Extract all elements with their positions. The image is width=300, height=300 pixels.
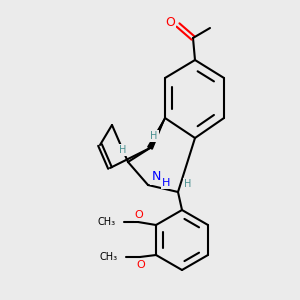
Text: CH₃: CH₃ xyxy=(98,217,116,227)
Text: O: O xyxy=(135,210,143,220)
Text: H: H xyxy=(184,179,192,189)
Text: H: H xyxy=(119,145,127,155)
Text: CH₃: CH₃ xyxy=(100,252,118,262)
Text: H: H xyxy=(150,131,158,141)
Text: O: O xyxy=(136,260,146,270)
Text: H: H xyxy=(162,178,170,188)
Text: N: N xyxy=(151,170,161,184)
Polygon shape xyxy=(148,118,165,149)
Text: O: O xyxy=(165,16,175,29)
